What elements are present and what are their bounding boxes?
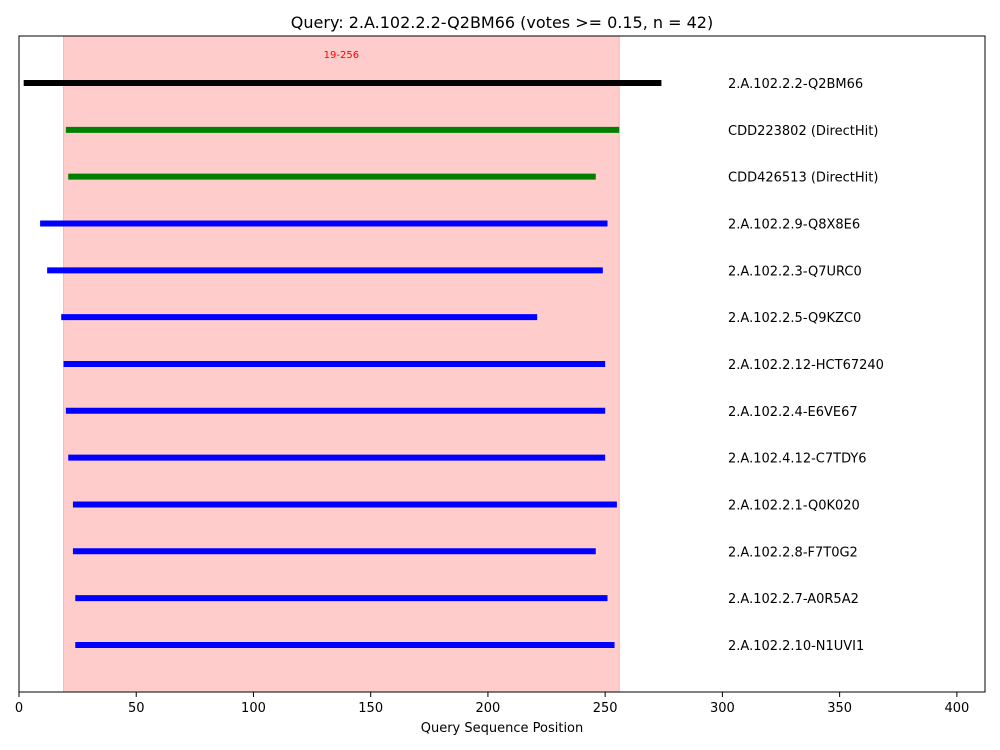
x-tick-label-50: 50 <box>128 701 145 716</box>
plot-area: 19-256 2.A.102.2.2-Q2BM66 CDD223802 (Direc… <box>15 35 986 716</box>
segment-label-1: 2.A.102.2.2-Q2BM66 <box>728 77 863 92</box>
segment-label-5: 2.A.102.2.3-Q7URC0 <box>728 264 862 279</box>
x-tick-label-200: 200 <box>476 701 501 716</box>
segment-label-3: CDD426513 (DirectHit) <box>728 171 878 186</box>
x-tick-label-150: 150 <box>358 701 383 716</box>
segment-label-13: 2.A.102.2.10-N1UVI1 <box>728 639 864 654</box>
segment-label-2: CDD223802 (DirectHit) <box>728 124 878 139</box>
x-tick-label-350: 350 <box>827 701 852 716</box>
plot-frame <box>18 35 986 693</box>
segment-label-10: 2.A.102.2.1-Q0K020 <box>728 498 860 513</box>
segment-label-9: 2.A.102.4.12-C7TDY6 <box>728 452 867 467</box>
segment-label-6: 2.A.102.2.5-Q9KZC0 <box>728 311 861 326</box>
x-tick-label-100: 100 <box>241 701 266 716</box>
x-tick-label-300: 300 <box>710 701 735 716</box>
x-tick-label-0: 0 <box>15 701 23 716</box>
segment-label-12: 2.A.102.2.7-A0R5A2 <box>728 592 859 607</box>
segment-label-4: 2.A.102.2.9-Q8X8E6 <box>728 217 860 232</box>
segment-label-7: 2.A.102.2.12-HCT67240 <box>728 358 884 373</box>
chart-title: Query: 2.A.102.2.2-Q2BM66 (votes >= 0.15… <box>291 13 713 32</box>
x-axis-label: Query Sequence Position <box>421 721 584 736</box>
segment-label-11: 2.A.102.2.8-F7T0G2 <box>728 545 858 560</box>
x-tick-label-250: 250 <box>593 701 618 716</box>
x-tick-label-400: 400 <box>944 701 969 716</box>
highlight-region-label: 19-256 <box>324 50 359 61</box>
segment-label-8: 2.A.102.2.4-E6VE67 <box>728 405 858 420</box>
